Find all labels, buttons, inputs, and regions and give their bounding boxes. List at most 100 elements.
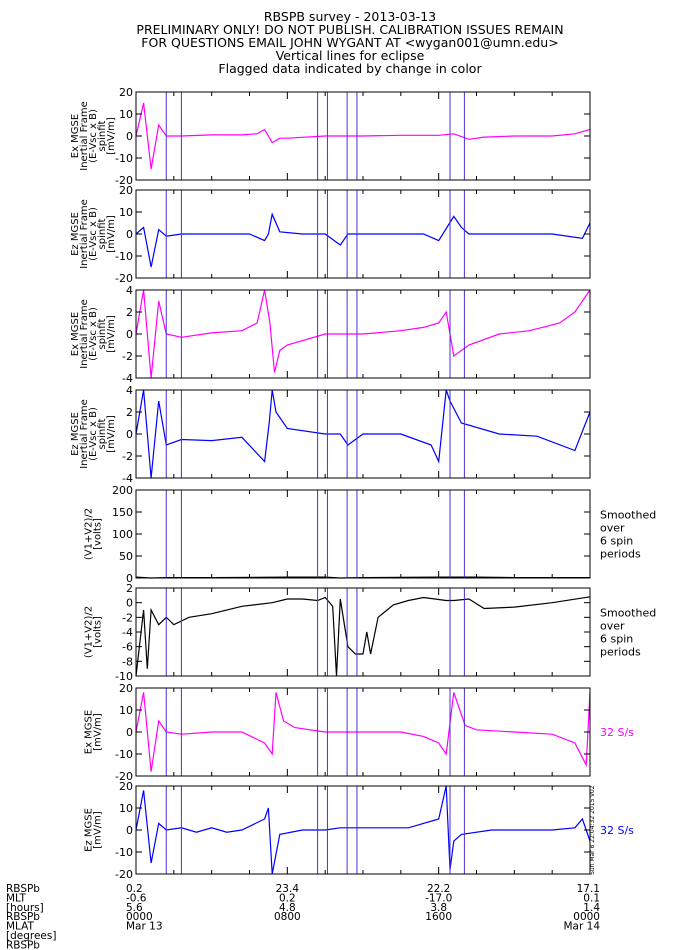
ephemeris-value: 0800 — [274, 911, 301, 923]
y-tick-label: 10 — [119, 206, 133, 219]
y-tick-label: -20 — [115, 272, 133, 285]
ephemeris-row-label: [degrees] — [6, 930, 56, 942]
ephemeris-value: -17.0 — [425, 892, 452, 904]
y-tick-label: 20 — [119, 780, 133, 793]
ephemeris-value: 4.8 — [279, 902, 296, 914]
y-tick-label: -10 — [115, 152, 133, 165]
ephemeris-value: Mar 14 — [563, 921, 600, 933]
y-tick-label: -4 — [122, 626, 133, 639]
ephemeris-value: 0000 — [573, 911, 600, 923]
header-line: Flagged data indicated by change in colo… — [218, 61, 482, 76]
series-line-ex_inertial — [135, 102, 591, 170]
side-label: Smoothed — [600, 509, 656, 522]
ephemeris-row-label: RBSPb — [6, 911, 40, 923]
version-stamp: Sun Mar 8 22:04:32 2015 v02 — [589, 785, 596, 875]
y-tick-label: 4 — [126, 384, 133, 397]
side-label: periods — [600, 646, 641, 659]
axis-label: Ex MGSE — [84, 710, 95, 754]
y-tick-label: 10 — [119, 704, 133, 717]
y-tick-label: -20 — [115, 174, 133, 187]
ephemeris-row-label: MLT — [6, 892, 26, 904]
axis-label: Inertial Frame — [79, 299, 90, 369]
y-tick-label: -8 — [122, 655, 133, 668]
y-tick-label: 20 — [119, 682, 133, 695]
ephemeris-value: 1600 — [425, 911, 452, 923]
y-tick-label: 0 — [126, 597, 133, 610]
side-label: over — [600, 522, 625, 535]
y-tick-label: -4 — [122, 472, 133, 485]
ephemeris-row-label: RBSPb — [6, 883, 40, 895]
y-tick-label: 0 — [126, 726, 133, 739]
ephemeris-value: 0.1 — [583, 892, 600, 904]
axis-label: [mV/m] — [93, 811, 104, 849]
axis-label: [mV/m] — [106, 315, 117, 353]
series-line-ez_inertial — [135, 212, 591, 268]
axis-label: Ex MGSE — [70, 114, 81, 158]
y-tick-label: 0 — [126, 428, 133, 441]
ephemeris-value: 23.4 — [276, 883, 300, 895]
panel-frame — [135, 489, 591, 579]
y-tick-label: 20 — [119, 184, 133, 197]
axis-label: (E-Vsc x B) — [88, 307, 99, 361]
axis-label: (E-Vsc x B) — [88, 407, 99, 461]
axis-label: (V1+V2)/2 — [84, 606, 95, 658]
axis-label: [mV/m] — [106, 215, 117, 253]
axis-label: spinfit — [97, 318, 108, 349]
header-line: FOR QUESTIONS EMAIL JOHN WYGANT AT <wyga… — [141, 35, 559, 50]
plot-header: RBSPB survey - 2013-03-13 PRELIMINARY ONL… — [0, 10, 700, 75]
panel-frame — [135, 587, 591, 677]
series-line-ex_zoom — [135, 289, 591, 379]
ephemeris-value: 22.2 — [427, 883, 450, 895]
axis-label: Ex MGSE — [70, 312, 81, 356]
y-tick-label: -6 — [122, 641, 133, 654]
y-tick-label: 0 — [126, 572, 133, 585]
axis-label: [mV/m] — [106, 415, 117, 453]
y-tick-label: 10 — [119, 108, 133, 121]
series-line-ex_32 — [135, 692, 591, 772]
ephemeris-value: 17.1 — [577, 883, 600, 895]
ephemeris-value: 0.2 — [126, 883, 143, 895]
side-label: 6 spin — [600, 633, 633, 646]
y-tick-label: 0 — [126, 130, 133, 143]
axis-label: spinfit — [97, 120, 108, 151]
ephemeris-row-label: [hours] — [6, 902, 44, 914]
axis-label: [volts] — [93, 616, 104, 648]
ephemeris-value: 5.6 — [126, 902, 143, 914]
side-label: 6 spin — [600, 535, 633, 548]
axis-label: [volts] — [93, 518, 104, 550]
axis-label: Ez MGSE — [70, 412, 81, 456]
ephemeris-row-label: MLAT — [6, 921, 35, 933]
side-label: Smoothed — [600, 607, 656, 620]
ephemeris-value: 0000 — [126, 911, 153, 923]
y-tick-label: -2 — [122, 611, 133, 624]
ephemeris-value: Mar 13 — [126, 921, 163, 933]
axis-label: Inertial Frame — [79, 199, 90, 269]
ephemeris-value: 0.2 — [279, 892, 296, 904]
y-tick-label: 2 — [126, 306, 133, 319]
y-tick-label: -10 — [115, 670, 133, 683]
axis-label: Ez MGSE — [84, 808, 95, 852]
axis-label: [mV/m] — [93, 713, 104, 751]
y-tick-label: 10 — [119, 802, 133, 815]
y-tick-label: 20 — [119, 86, 133, 99]
ephemeris-value: 1.4 — [583, 902, 600, 914]
header-line: RBSPB survey - 2013-03-13 — [263, 9, 437, 24]
axis-label: spinfit — [97, 418, 108, 449]
y-tick-label: 2 — [126, 582, 133, 595]
series-line-ez_zoom — [135, 389, 591, 479]
axis-label: (E-Vsc x B) — [88, 109, 99, 163]
side-label: 32 S/s — [600, 726, 634, 739]
y-tick-label: 2 — [126, 406, 133, 419]
ephemeris-value: 3.8 — [430, 902, 447, 914]
axis-label: [mV/m] — [106, 117, 117, 155]
side-label: periods — [600, 548, 641, 561]
side-label: 32 S/s — [600, 824, 634, 837]
axis-label: Inertial Frame — [79, 101, 90, 171]
y-tick-label: -20 — [115, 868, 133, 881]
y-tick-label: -10 — [115, 748, 133, 761]
ephemeris-value: -0.6 — [126, 892, 147, 904]
y-tick-label: 200 — [112, 484, 133, 497]
series-line-v1v2_zoom — [135, 596, 591, 677]
axis-label: Ez MGSE — [70, 212, 81, 256]
